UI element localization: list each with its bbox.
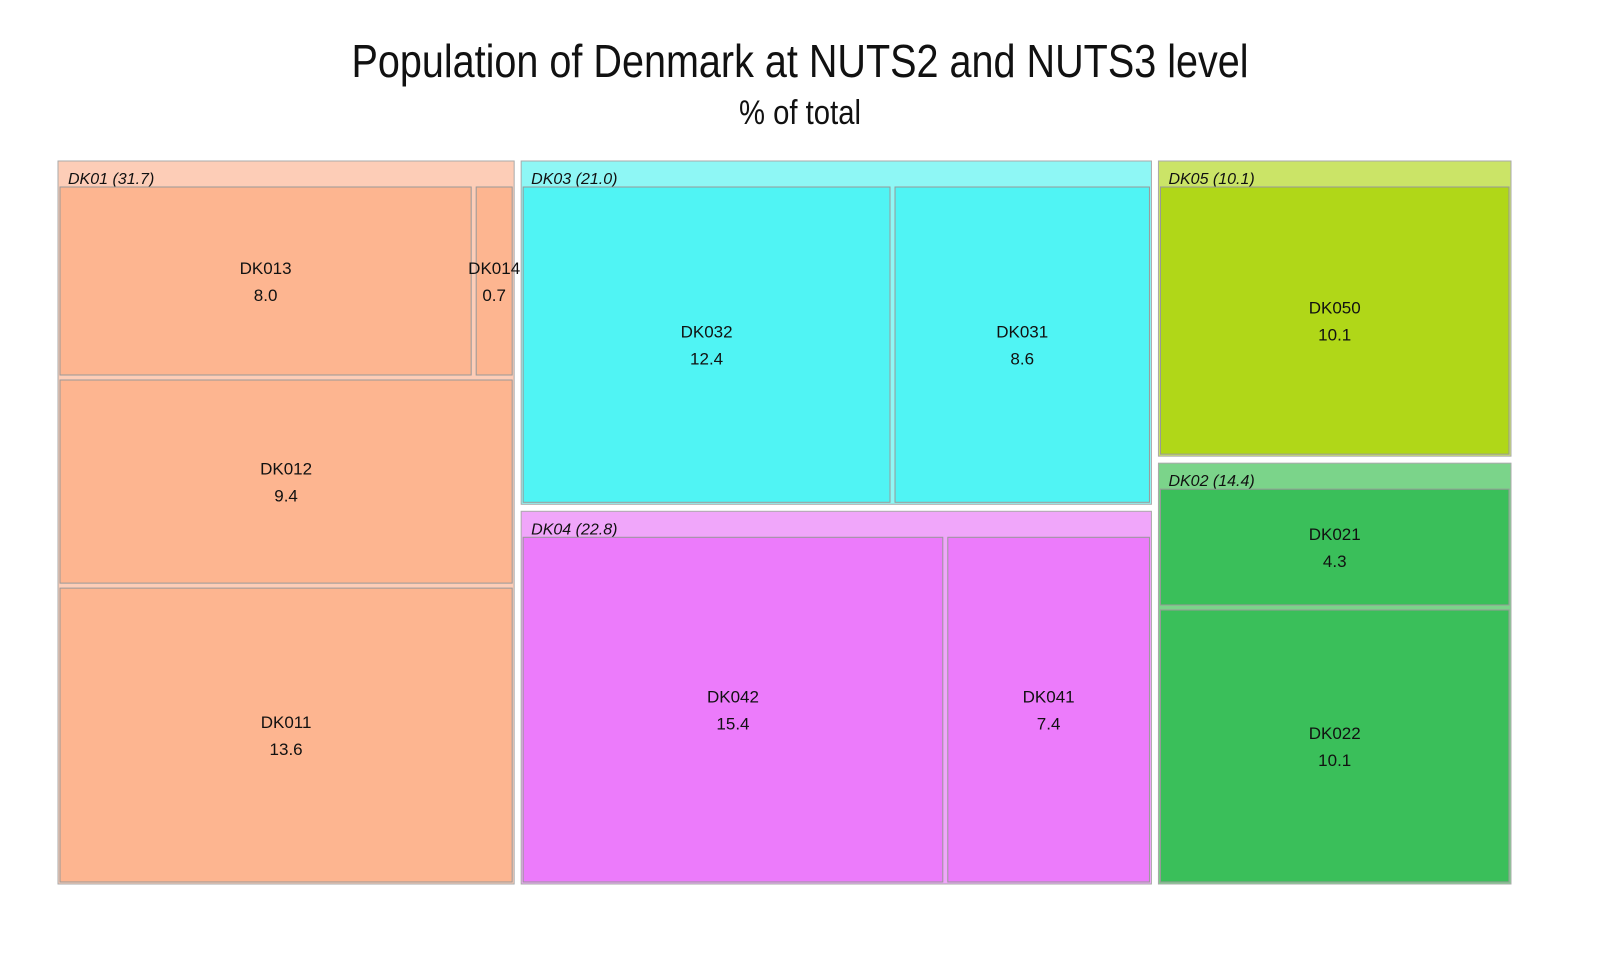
leaf-dk042: DK042 15.4 bbox=[522, 536, 944, 883]
leaf-rect-dk050 bbox=[1159, 186, 1510, 455]
leaf-dk041: DK041 7.4 bbox=[947, 536, 1150, 883]
leaf-rect-dk012 bbox=[59, 379, 513, 584]
leaf-dk014: DK014 0.7 bbox=[468, 186, 520, 376]
leaf-value-label-dk042: 15.4 bbox=[716, 715, 749, 734]
leaf-name-label-dk013: DK013 bbox=[240, 259, 292, 278]
chart-title: Population of Denmark at NUTS2 and NUTS3… bbox=[351, 35, 1249, 87]
leaf-name-label-dk022: DK022 bbox=[1309, 724, 1361, 743]
leaf-rect-dk031 bbox=[894, 186, 1150, 503]
group-dk01: DK01 (31.7) DK013 8.0 DK014 0.7 DK012 9.4 DK011… bbox=[57, 160, 520, 885]
leaf-value-label-dk011: 13.6 bbox=[270, 740, 303, 759]
leaf-value-label-dk050: 10.1 bbox=[1318, 326, 1351, 345]
group-label-dk02: DK02 (14.4) bbox=[1168, 473, 1254, 490]
leaf-dk050: DK050 10.1 bbox=[1159, 186, 1510, 455]
leaf-rect-dk022 bbox=[1159, 609, 1510, 883]
leaf-value-label-dk021: 4.3 bbox=[1323, 552, 1347, 571]
leaf-value-label-dk041: 7.4 bbox=[1037, 715, 1061, 734]
leaf-rect-dk042 bbox=[522, 536, 944, 883]
leaf-name-label-dk032: DK032 bbox=[681, 323, 733, 342]
leaf-value-label-dk013: 8.0 bbox=[254, 286, 278, 305]
group-label-dk01: DK01 (31.7) bbox=[68, 171, 154, 188]
leaf-name-label-dk041: DK041 bbox=[1023, 688, 1075, 707]
leaf-rect-dk021 bbox=[1159, 488, 1510, 606]
leaf-dk021: DK021 4.3 bbox=[1159, 488, 1510, 606]
leaf-value-label-dk012: 9.4 bbox=[274, 487, 298, 506]
leaf-value-label-dk014: 0.7 bbox=[482, 286, 506, 305]
leaf-dk032: DK032 12.4 bbox=[522, 186, 891, 503]
group-dk02: DK02 (14.4) DK021 4.3 DK022 10.1 bbox=[1157, 462, 1512, 885]
leaf-dk022: DK022 10.1 bbox=[1159, 609, 1510, 883]
leaf-dk011: DK011 13.6 bbox=[59, 587, 513, 883]
leaf-rect-dk032 bbox=[522, 186, 891, 503]
leaf-dk012: DK012 9.4 bbox=[59, 379, 513, 584]
group-dk03: DK03 (21.0) DK032 12.4 DK031 8.6 bbox=[520, 160, 1152, 505]
chart-subtitle: % of total bbox=[739, 94, 861, 132]
group-label-dk03: DK03 (21.0) bbox=[531, 171, 617, 188]
leaf-name-label-dk011: DK011 bbox=[261, 713, 312, 732]
group-dk05: DK05 (10.1) DK050 10.1 bbox=[1157, 160, 1512, 457]
leaf-name-label-dk031: DK031 bbox=[996, 323, 1048, 342]
leaf-dk031: DK031 8.6 bbox=[894, 186, 1150, 503]
leaf-name-label-dk021: DK021 bbox=[1309, 525, 1361, 544]
leaf-rect-dk013 bbox=[59, 186, 472, 376]
leaf-value-label-dk032: 12.4 bbox=[690, 350, 723, 369]
leaf-rect-dk041 bbox=[947, 536, 1150, 883]
group-label-dk05: DK05 (10.1) bbox=[1168, 171, 1254, 188]
leaf-rect-dk011 bbox=[59, 587, 513, 883]
group-label-dk04: DK04 (22.8) bbox=[531, 521, 617, 538]
leaf-name-label-dk014: DK014 bbox=[468, 259, 520, 278]
leaf-name-label-dk050: DK050 bbox=[1309, 299, 1361, 318]
group-dk04: DK04 (22.8) DK042 15.4 DK041 7.4 bbox=[520, 510, 1152, 885]
leaf-value-label-dk022: 10.1 bbox=[1318, 751, 1351, 770]
leaf-rect-dk014 bbox=[475, 186, 513, 376]
leaf-name-label-dk042: DK042 bbox=[707, 688, 759, 707]
leaf-dk013: DK013 8.0 bbox=[59, 186, 472, 376]
leaf-value-label-dk031: 8.6 bbox=[1010, 350, 1034, 369]
leaf-name-label-dk012: DK012 bbox=[260, 460, 312, 479]
